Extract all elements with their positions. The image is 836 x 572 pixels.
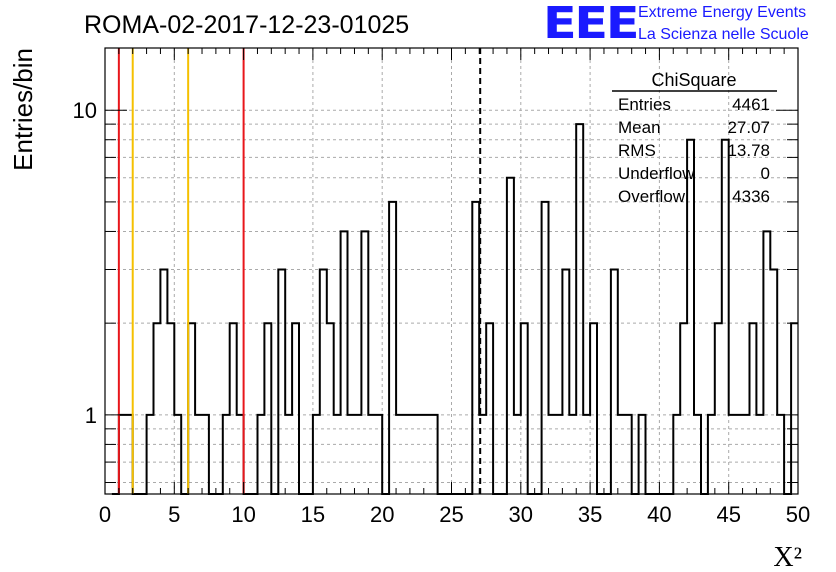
chart-title: ROMA-02-2017-12-23-01025 [84, 11, 409, 39]
histogram-bin [472, 202, 479, 494]
histogram-bin [264, 323, 271, 494]
x-tick-label: 20 [370, 502, 394, 527]
tick-labels: 0 5 10 15 20 25 30 35 40 45 50 1 10 [73, 98, 811, 527]
histogram-bin [590, 323, 597, 494]
logo-line-2: La Scienza nelle Scuole [638, 26, 809, 43]
x-tick-label: 40 [647, 502, 671, 527]
stats-title: ChiSquare [651, 70, 736, 90]
y-tick-label: 10 [73, 98, 97, 123]
reference-lines [117, 48, 482, 494]
stats-value: 0 [761, 164, 770, 183]
stats-value: 13.78 [727, 141, 770, 160]
grid [105, 48, 798, 494]
stats-label: Underflow [618, 164, 695, 183]
histogram-bin [722, 140, 729, 494]
x-tick-label: 35 [578, 502, 602, 527]
axis-ticks [104, 48, 799, 494]
histogram-bin [715, 323, 722, 494]
y-axis-label: Entries/bin [8, 48, 38, 171]
x-tick-label: 45 [716, 502, 740, 527]
histogram-bin [154, 323, 161, 494]
x-tick-label: 50 [786, 502, 810, 527]
histogram-outline [111, 123, 798, 495]
histogram-bin [320, 270, 327, 494]
stats-label: RMS [618, 141, 656, 160]
histogram-bin [749, 323, 756, 494]
y-tick-label: 1 [85, 403, 97, 428]
stats-value: 4461 [732, 95, 770, 114]
histogram-bin [160, 270, 167, 494]
histogram-bin [507, 178, 514, 494]
x-tick-label: 10 [231, 502, 255, 527]
stats-value: 4336 [732, 187, 770, 206]
histogram-bin [167, 323, 174, 494]
stats-label: Overflow [618, 187, 686, 206]
histogram-bin [562, 270, 569, 494]
histogram-bin [542, 202, 549, 494]
stats-box: ChiSquare Entries 4461 Mean 27.07 RMS 13.78 Un… [612, 70, 777, 206]
histogram-bin [389, 202, 396, 494]
histogram-bin [791, 323, 798, 494]
stats-rows: Entries 4461 Mean 27.07 RMS 13.78 Underflow 0 Ov… [618, 95, 770, 206]
histogram-bin [230, 323, 237, 494]
x-tick-label: 5 [168, 502, 180, 527]
histogram-bin [327, 323, 334, 494]
x-tick-label: 15 [301, 502, 325, 527]
x-axis-label: X² [773, 542, 802, 572]
x-tick-label: 25 [439, 502, 463, 527]
stats-label: Entries [618, 95, 671, 114]
histogram-bin [576, 124, 583, 494]
histogram-bin [770, 270, 777, 494]
eee-logo-mark: EEE [543, 0, 640, 49]
stats-label: Mean [618, 118, 661, 137]
histogram [111, 123, 798, 495]
x-tick-label: 30 [509, 502, 533, 527]
x-tick-label: 0 [99, 502, 111, 527]
histogram-bin [611, 270, 618, 494]
logo-line-1: Extreme Energy Events [638, 4, 807, 21]
histogram-bin [680, 323, 687, 494]
histogram-bin [521, 323, 528, 494]
stats-value: 27.07 [727, 118, 770, 137]
